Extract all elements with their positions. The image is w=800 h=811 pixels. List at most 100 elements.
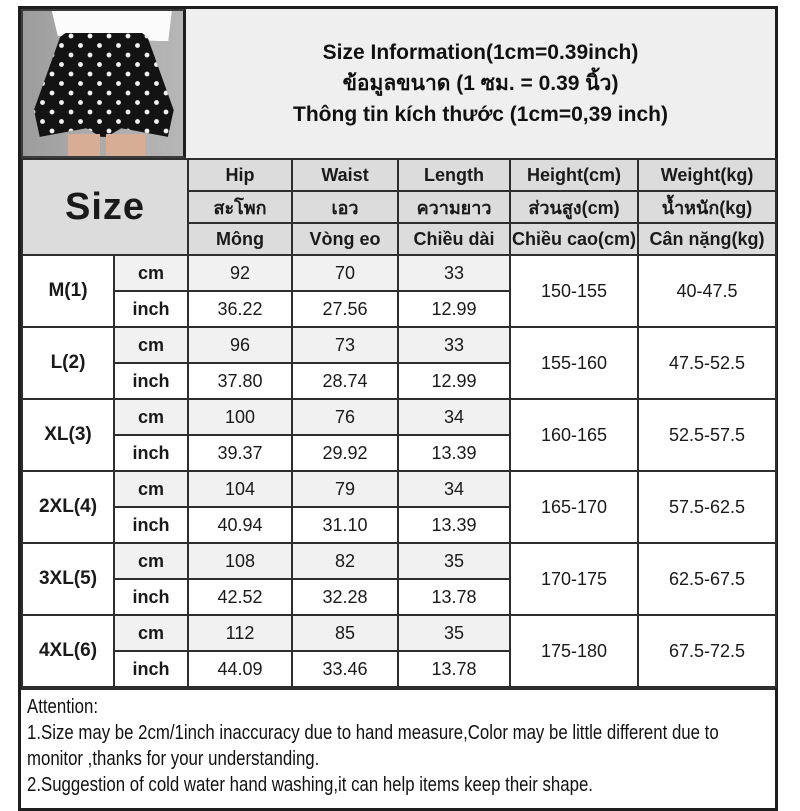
col-header-height-th: ส่วนสูง(cm) (509, 190, 640, 224)
weight-range-value: 52.5-57.5 (637, 398, 778, 472)
model-leg-right (106, 134, 145, 156)
attention-note-1-cont: monitor ,thanks for your understanding. (27, 748, 320, 770)
waist-inch-value: 27.56 (291, 290, 400, 328)
length-inch-value: 13.78 (397, 650, 512, 688)
size-label-m: M(1) (21, 254, 115, 328)
waist-cm-value: 76 (291, 398, 400, 436)
title-thai: ข้อมูลขนาด (1 ซม. = 0.39 นิ้ว) (342, 72, 619, 95)
header-row-vietnamese: Mông Vòng eo Chiều dài Chiều cao(cm) Cân… (22, 222, 778, 256)
size-header-cell: Size (20, 158, 190, 256)
table-row: 3XL(5) cm 108 82 35 170-175 62.5-67.5 (21, 542, 778, 616)
hip-inch-value: 37.80 (187, 362, 294, 400)
waist-cm-value: 73 (291, 326, 400, 364)
length-cm-value: 34 (397, 398, 512, 436)
unit-inch-label: inch (112, 578, 190, 616)
attention-notes: Attention: 1.Size may be 2cm/1inch inacc… (21, 688, 775, 808)
hip-cm-value: 108 (187, 542, 294, 580)
unit-cm-label: cm (112, 398, 190, 436)
length-inch-value: 12.99 (397, 362, 512, 400)
length-cm-value: 35 (397, 614, 512, 652)
model-leg-left (67, 134, 100, 156)
height-range-value: 165-170 (509, 470, 640, 544)
waist-inch-value: 32.28 (291, 578, 400, 616)
attention-note-2: 2.Suggestion of cold water hand washing,… (27, 774, 593, 796)
waist-cm-value: 82 (291, 542, 400, 580)
length-inch-value: 13.39 (397, 434, 512, 472)
hip-inch-value: 40.94 (187, 506, 294, 544)
unit-cm-label: cm (112, 542, 190, 580)
height-range-value: 175-180 (509, 614, 640, 688)
col-header-weight-en: Weight(kg) (637, 158, 778, 192)
col-header-length-vi: Chiều dài (397, 222, 512, 256)
polka-dot-shorts (33, 32, 174, 137)
unit-cm-label: cm (112, 254, 190, 292)
hip-cm-value: 104 (187, 470, 294, 508)
size-info-title: Size Information(1cm=0.39inch) ข้อมูลขนา… (186, 9, 775, 158)
unit-inch-label: inch (112, 362, 190, 400)
title-vietnamese: Thông tin kích thước (1cm=0,39 inch) (293, 103, 668, 126)
col-header-height-vi: Chiều cao(cm) (509, 222, 640, 256)
col-header-height-en: Height(cm) (509, 158, 640, 192)
hip-inch-value: 42.52 (187, 578, 294, 616)
table-row: inch 37.80 28.74 12.99 (22, 362, 776, 400)
weight-range-value: 57.5-62.5 (637, 470, 778, 544)
hip-inch-value: 44.09 (187, 650, 294, 688)
table-row: 4XL(6) cm 112 85 35 175-180 67.5-72.5 (21, 614, 778, 688)
length-inch-value: 13.39 (397, 506, 512, 544)
col-header-waist-en: Waist (291, 158, 400, 192)
table-row: inch 42.52 32.28 13.78 (22, 578, 776, 616)
table-row: M(1) cm 92 70 33 150-155 40-47.5 (21, 254, 778, 328)
height-range-value: 155-160 (509, 326, 640, 400)
length-cm-value: 34 (397, 470, 512, 508)
attention-note-1: 1.Size may be 2cm/1inch inaccuracy due t… (27, 722, 719, 744)
unit-cm-label: cm (112, 326, 190, 364)
length-inch-value: 12.99 (397, 290, 512, 328)
title-english: Size Information(1cm=0.39inch) (322, 41, 639, 64)
length-inch-value: 13.78 (397, 578, 512, 616)
hip-inch-value: 39.37 (187, 434, 294, 472)
waist-inch-value: 29.92 (291, 434, 400, 472)
table-row: inch 36.22 27.56 12.99 (22, 290, 776, 328)
table-row: inch 39.37 29.92 13.39 (22, 434, 776, 472)
unit-inch-label: inch (112, 290, 190, 328)
unit-inch-label: inch (112, 506, 190, 544)
table-row: inch 40.94 31.10 13.39 (22, 506, 776, 544)
waist-cm-value: 85 (291, 614, 400, 652)
unit-cm-label: cm (112, 470, 190, 508)
header-row-thai: สะโพก เอว ความยาว ส่วนสูง(cm) น้ำหนัก(kg… (22, 190, 778, 224)
header-row-english: Size Hip Waist Length Height(cm) Weight(… (20, 158, 778, 256)
length-cm-value: 33 (397, 254, 512, 292)
size-label-xl: XL(3) (21, 398, 115, 472)
height-range-value: 160-165 (509, 398, 640, 472)
waist-inch-value: 28.74 (291, 362, 400, 400)
unit-inch-label: inch (112, 650, 190, 688)
col-header-length-th: ความยาว (397, 190, 512, 224)
size-chart-sheet: Size Information(1cm=0.39inch) ข้อมูลขนา… (18, 6, 778, 811)
attention-heading: Attention: (27, 696, 98, 718)
size-label-4xl: 4XL(6) (21, 614, 115, 688)
waist-cm-value: 70 (291, 254, 400, 292)
col-header-waist-vi: Vòng eo (291, 222, 400, 256)
waist-cm-value: 79 (291, 470, 400, 508)
weight-range-value: 62.5-67.5 (637, 542, 778, 616)
length-cm-value: 33 (397, 326, 512, 364)
col-header-weight-vi: Cân nặng(kg) (637, 222, 778, 256)
col-header-length-en: Length (397, 158, 512, 192)
hip-cm-value: 100 (187, 398, 294, 436)
length-cm-value: 35 (397, 542, 512, 580)
weight-range-value: 67.5-72.5 (637, 614, 778, 688)
unit-inch-label: inch (112, 434, 190, 472)
table-row: L(2) cm 96 73 33 155-160 47.5-52.5 (21, 326, 778, 400)
height-range-value: 150-155 (509, 254, 640, 328)
size-table: Size Hip Waist Length Height(cm) Weight(… (20, 158, 778, 688)
unit-cm-label: cm (112, 614, 190, 652)
table-row: 2XL(4) cm 104 79 34 165-170 57.5-62.5 (21, 470, 778, 544)
weight-range-value: 47.5-52.5 (637, 326, 778, 400)
hip-cm-value: 92 (187, 254, 294, 292)
col-header-hip-th: สะโพก (187, 190, 294, 224)
size-label-l: L(2) (21, 326, 115, 400)
col-header-waist-th: เอว (291, 190, 400, 224)
weight-range-value: 40-47.5 (637, 254, 778, 328)
size-label-3xl: 3XL(5) (21, 542, 115, 616)
height-range-value: 170-175 (509, 542, 640, 616)
